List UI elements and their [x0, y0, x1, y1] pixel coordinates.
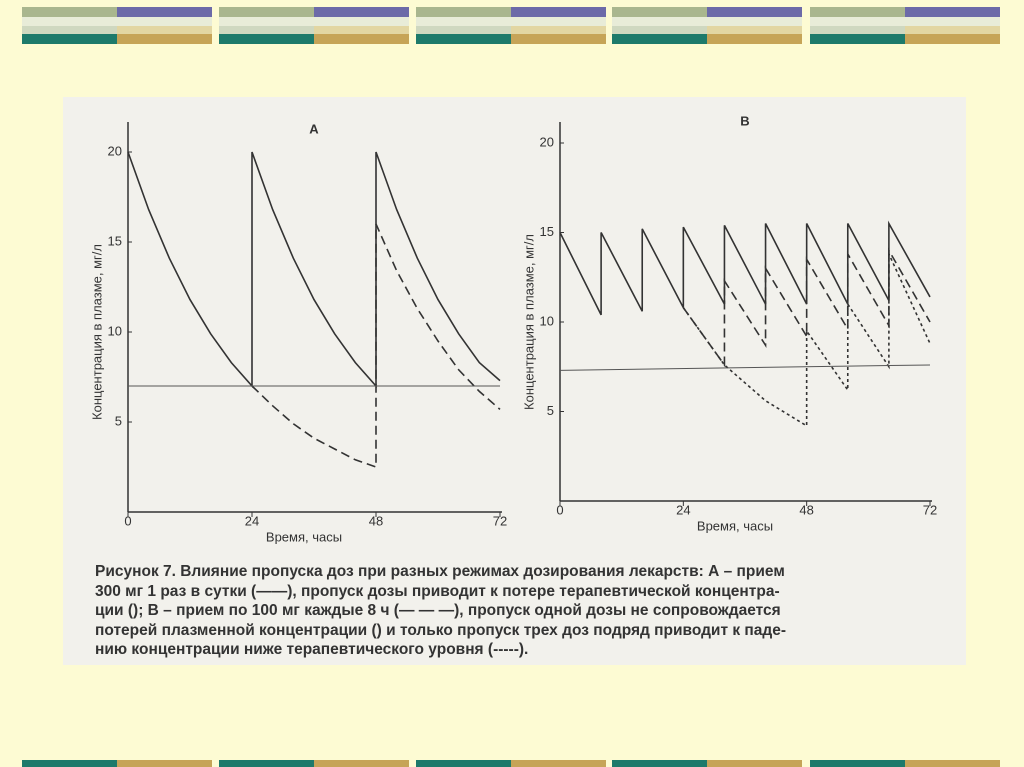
y-tick-label: 5	[115, 413, 122, 428]
charts: А Время, часы Концентрация в плазме, мг/л 5…	[89, 113, 937, 544]
deco-bar	[219, 7, 409, 44]
x-tick-label: 0	[556, 502, 563, 517]
x-tick-label: 0	[124, 513, 131, 528]
x-axis-label: Время, часы	[697, 518, 773, 533]
y-tick-label: 10	[540, 313, 554, 328]
x-tick-label: 72	[493, 513, 507, 528]
y-tick-label: 20	[108, 143, 122, 158]
y-axis-label: Концентрация в плазме, мг/л	[89, 244, 104, 420]
series-line	[682, 253, 931, 428]
deco-bar	[22, 7, 212, 44]
y-tick-label: 15	[540, 224, 554, 239]
x-tick-label: 48	[799, 502, 813, 517]
deco-bar	[810, 755, 1000, 767]
chart-title: В	[740, 113, 749, 128]
deco-bar	[416, 7, 606, 44]
y-axis-label: Концентрация в плазме, мг/л	[521, 234, 536, 410]
deco-bar	[810, 7, 1000, 44]
deco-bar	[416, 755, 606, 767]
series-line	[559, 220, 931, 316]
caption-line: 300 мг 1 раз в сутки (——), пропуск дозы …	[95, 582, 780, 600]
x-tick-label: 48	[369, 513, 383, 528]
deco-bar	[22, 755, 212, 767]
series-line	[682, 247, 931, 368]
x-tick-label: 24	[676, 502, 690, 517]
caption: Рисунок 7. Влияние пропуска доз при разн…	[95, 562, 955, 660]
caption-line: нию концентрации ниже терапевтического у…	[95, 641, 529, 658]
series-line	[559, 364, 931, 371]
caption-line: потерей плазменной концентрации () и тол…	[95, 621, 787, 639]
x-axis-label: Время, часы	[266, 529, 342, 544]
series-line	[251, 223, 501, 469]
y-tick-label: 5	[547, 403, 554, 418]
figure: А Время, часы Концентрация в плазме, мг/л 5…	[63, 97, 966, 665]
caption-line: ции (); В – прием по 100 мг каждые 8 ч (…	[95, 602, 781, 619]
y-tick-label: 20	[540, 134, 554, 149]
x-tick-label: 72	[923, 502, 937, 517]
y-tick-label: 15	[108, 233, 122, 248]
deco-bar	[612, 7, 802, 44]
deco-bar	[219, 755, 409, 767]
series-line	[127, 151, 501, 389]
caption-line: Рисунок 7. Влияние пропуска доз при разн…	[95, 563, 785, 580]
y-tick-label: 10	[108, 323, 122, 338]
x-tick-label: 24	[245, 513, 259, 528]
chart-title: А	[309, 121, 319, 136]
deco-bar	[612, 755, 802, 767]
